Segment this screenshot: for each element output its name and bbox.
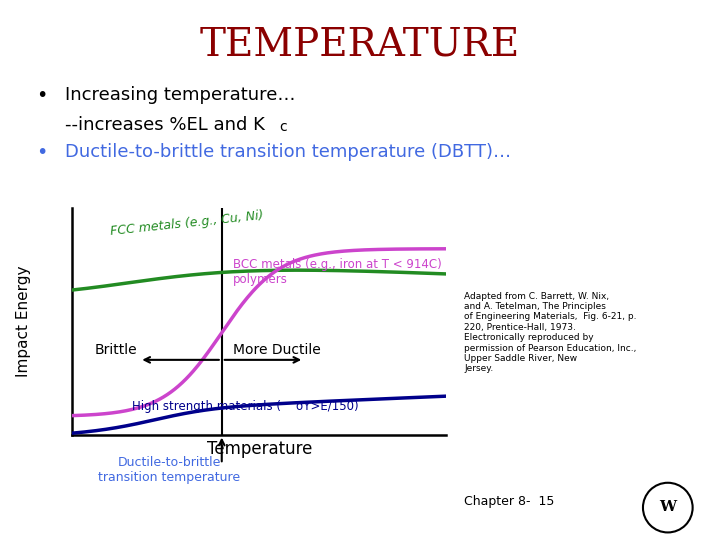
Text: High strength materials (    σY>E/150): High strength materials ( σY>E/150) [132,400,359,413]
Text: More Ductile: More Ductile [233,343,320,357]
Text: Impact Energy: Impact Energy [16,266,31,377]
Text: •: • [36,143,48,162]
Text: •: • [36,86,48,105]
Text: c: c [279,120,287,134]
Text: BCC metals (e.g., iron at T < 914C)
polymers: BCC metals (e.g., iron at T < 914C) poly… [233,258,442,286]
Text: FCC metals (e.g., Cu, Ni): FCC metals (e.g., Cu, Ni) [109,209,264,238]
Text: --increases %EL and K: --increases %EL and K [65,116,265,134]
Text: W: W [660,500,676,514]
Text: Ductile-to-brittle
transition temperature: Ductile-to-brittle transition temperatur… [98,456,240,484]
Text: Increasing temperature…: Increasing temperature… [65,86,295,104]
Text: Ductile-to-brittle transition temperature (DBTT)…: Ductile-to-brittle transition temperatur… [65,143,511,161]
Text: TEMPERATURE: TEMPERATURE [200,27,520,64]
Text: Chapter 8-  15: Chapter 8- 15 [464,495,555,508]
X-axis label: Temperature: Temperature [207,440,312,458]
Text: Adapted from C. Barrett, W. Nix,
and A. Tetelman, The Principles
of Engineering : Adapted from C. Barrett, W. Nix, and A. … [464,292,637,373]
Text: Brittle: Brittle [94,343,137,357]
